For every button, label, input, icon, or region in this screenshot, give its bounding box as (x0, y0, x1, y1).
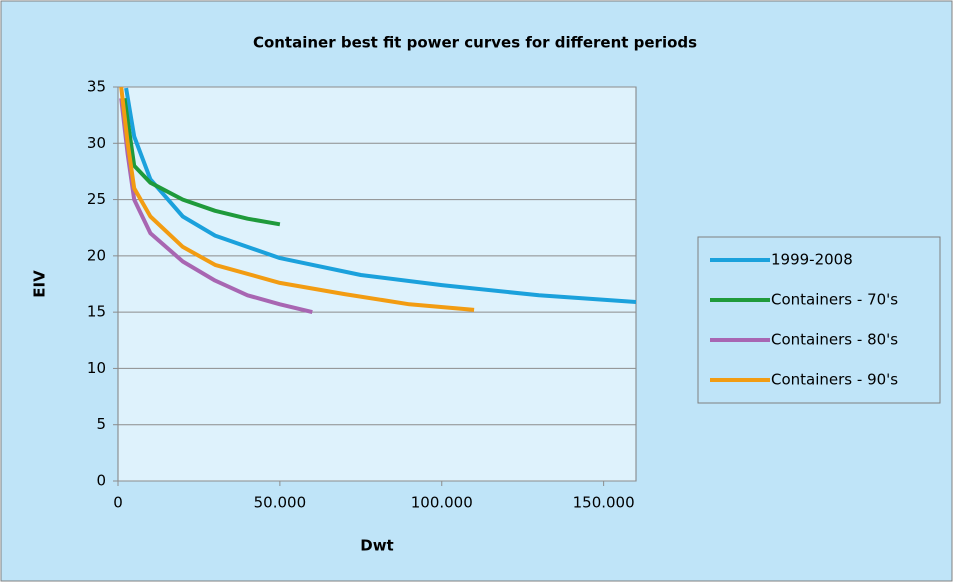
legend-label: Containers - 80's (771, 331, 898, 349)
legend-label: Containers - 70's (771, 291, 898, 309)
y-tick-label: 35 (87, 78, 106, 96)
legend-label: 1999-2008 (771, 251, 853, 269)
y-tick-label: 20 (87, 246, 106, 264)
series-line (124, 87, 637, 304)
x-tick-label: 100.000 (411, 494, 473, 512)
legend (697, 236, 941, 404)
x-tick-label: 0 (113, 494, 123, 512)
x-axis-title: Dwt (360, 537, 393, 555)
y-tick-label: 10 (87, 359, 106, 377)
x-tick-label: 150.000 (573, 494, 635, 512)
y-axis-title: EIV (31, 270, 49, 298)
y-tick-label: 5 (96, 415, 106, 433)
series-line (122, 98, 281, 227)
series-line (119, 86, 475, 312)
y-tick-label: 30 (87, 134, 106, 152)
legend-label: Containers - 90's (771, 371, 898, 389)
x-tick-label: 50.000 (254, 494, 307, 512)
y-tick-label: 15 (87, 303, 106, 321)
plot-area (117, 86, 637, 482)
chart-title: Container best fit power curves for diff… (253, 34, 697, 52)
y-tick-label: 0 (96, 472, 106, 490)
y-tick-label: 25 (87, 190, 106, 208)
